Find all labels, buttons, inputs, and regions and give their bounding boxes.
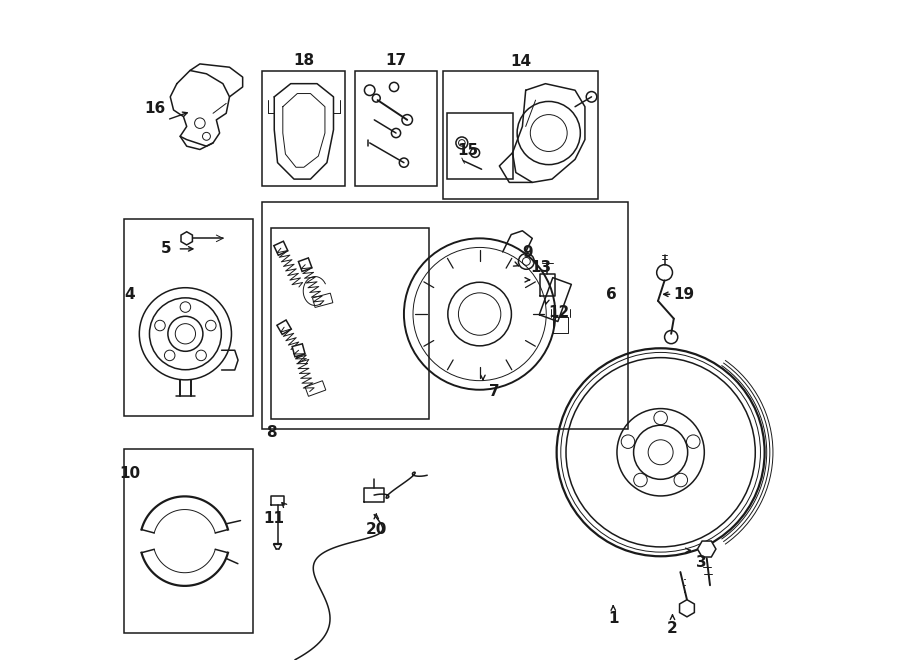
Text: 1: 1 bbox=[608, 611, 618, 627]
Bar bbox=[263, 202, 627, 429]
Text: 6: 6 bbox=[606, 287, 616, 302]
Text: 7: 7 bbox=[490, 383, 500, 399]
Text: 2: 2 bbox=[667, 621, 678, 635]
Text: 8: 8 bbox=[266, 425, 276, 440]
Text: 19: 19 bbox=[674, 287, 695, 302]
Bar bbox=[355, 71, 436, 186]
Bar bbox=[124, 449, 253, 633]
Text: 3: 3 bbox=[696, 555, 706, 570]
Text: 5: 5 bbox=[160, 241, 171, 256]
Bar bbox=[263, 71, 345, 186]
Bar bbox=[305, 381, 326, 397]
Polygon shape bbox=[274, 241, 288, 255]
Text: 20: 20 bbox=[365, 522, 387, 537]
Bar bbox=[444, 71, 598, 199]
Text: 4: 4 bbox=[125, 287, 135, 302]
Polygon shape bbox=[698, 541, 716, 557]
Polygon shape bbox=[680, 600, 695, 617]
Text: 15: 15 bbox=[457, 143, 478, 158]
Polygon shape bbox=[181, 232, 193, 245]
Text: 13: 13 bbox=[530, 260, 552, 276]
Polygon shape bbox=[292, 344, 305, 357]
Bar bbox=[312, 293, 333, 307]
Bar bbox=[271, 229, 429, 419]
Text: 18: 18 bbox=[293, 53, 314, 68]
Text: 9: 9 bbox=[522, 245, 533, 260]
Bar bbox=[446, 113, 512, 179]
Text: 12: 12 bbox=[548, 305, 569, 319]
Text: 17: 17 bbox=[385, 53, 407, 68]
Text: 10: 10 bbox=[120, 467, 140, 481]
Text: 14: 14 bbox=[510, 54, 531, 69]
Polygon shape bbox=[299, 258, 312, 272]
Text: 16: 16 bbox=[145, 100, 166, 116]
Text: 11: 11 bbox=[263, 510, 284, 525]
Bar bbox=[124, 219, 253, 416]
Polygon shape bbox=[277, 320, 292, 334]
